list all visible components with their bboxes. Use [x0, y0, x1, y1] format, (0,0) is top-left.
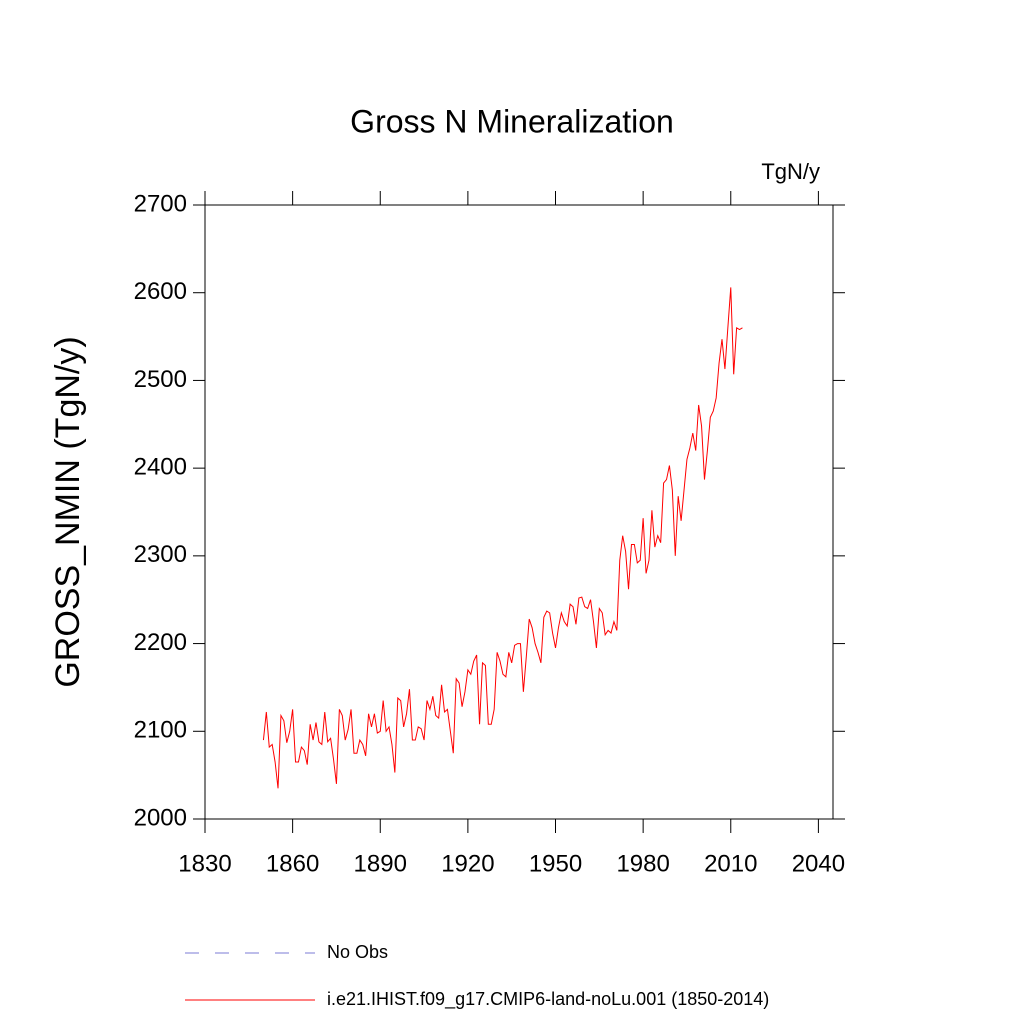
x-tick-label: 1980: [616, 850, 669, 877]
chart-title: Gross N Mineralization: [350, 103, 674, 139]
y-tick-label: 2700: [134, 190, 187, 217]
y-tick-label: 2400: [134, 453, 187, 480]
x-tick-label: 1920: [441, 850, 494, 877]
legend-label: i.e21.IHIST.f09_g17.CMIP6-land-noLu.001 …: [327, 989, 769, 1010]
x-tick-label: 2040: [792, 850, 845, 877]
y-tick-label: 2300: [134, 541, 187, 568]
y-tick-label: 2600: [134, 278, 187, 305]
y-axis-label: GROSS_NMIN (TgN/y): [49, 336, 87, 687]
plot-frame: [204, 204, 834, 820]
x-tick-label: 1830: [178, 850, 231, 877]
legend-label: No Obs: [327, 942, 388, 962]
x-tick-label: 1890: [354, 850, 407, 877]
y-tick-label: 2200: [134, 629, 187, 656]
y-tick-label: 2500: [134, 366, 187, 393]
x-tick-label: 2010: [704, 850, 757, 877]
x-tick-label: 1860: [266, 850, 319, 877]
y-tick-label: 2100: [134, 717, 187, 744]
units-label: TgN/y: [761, 159, 820, 184]
y-tick-label: 2000: [134, 804, 187, 831]
x-tick-label: 1950: [529, 850, 582, 877]
data-line: [262, 287, 743, 789]
